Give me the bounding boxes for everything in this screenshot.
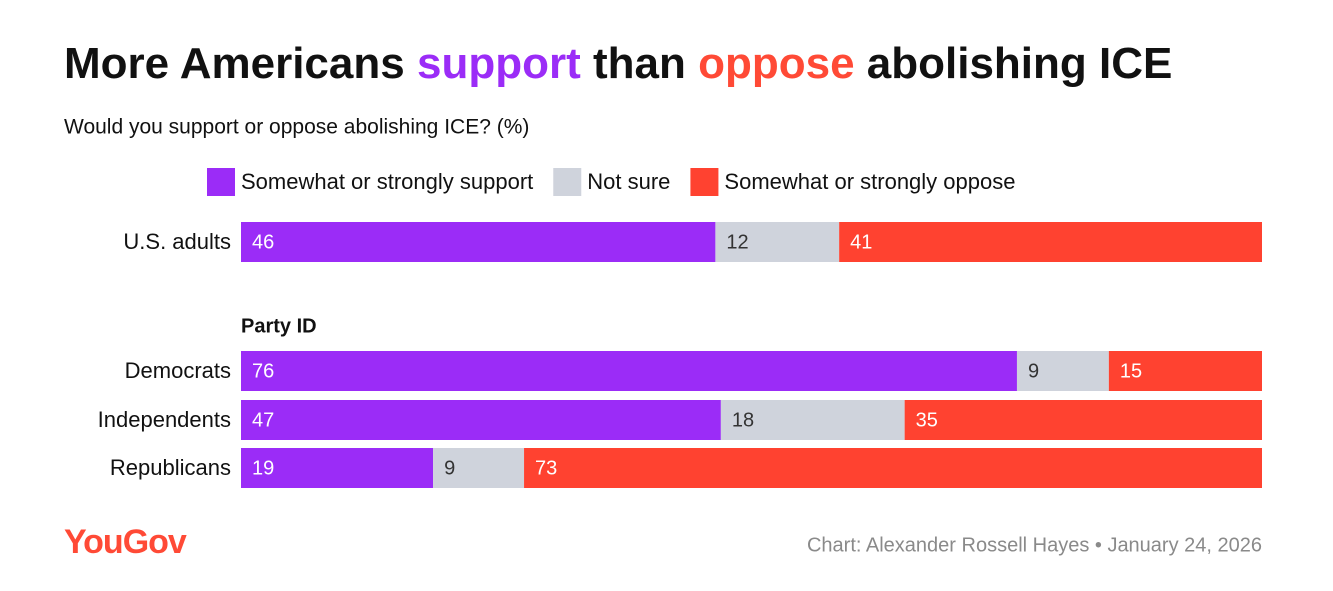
bar-segment: [715, 222, 840, 262]
category-label: Republicans: [110, 455, 231, 480]
legend-label: Not sure: [587, 169, 670, 194]
bar-segment: [433, 448, 525, 488]
category-label: Democrats: [125, 358, 231, 383]
value-label: 41: [850, 231, 872, 253]
group-label: Party ID: [241, 315, 317, 337]
value-label: 47: [252, 409, 274, 431]
value-label: 9: [444, 457, 455, 479]
value-label: 12: [726, 231, 748, 253]
bar-segment: [241, 222, 716, 262]
legend-swatch: [690, 168, 719, 196]
logo: YouGov: [64, 523, 187, 561]
bar-segment: [524, 448, 1262, 488]
bar-segment: [904, 400, 1262, 440]
title-part: More Americans: [64, 39, 405, 88]
bar-segment: [839, 222, 1262, 262]
value-label: 9: [1028, 360, 1039, 382]
legend-swatch: [207, 168, 235, 196]
credit: Chart: Alexander Rossell Hayes • January…: [807, 534, 1262, 556]
value-label: 15: [1120, 360, 1142, 382]
title-part: abolishing ICE: [867, 39, 1173, 88]
title-part: support: [417, 39, 581, 88]
bar-segment: [241, 400, 721, 440]
title-part: oppose: [698, 39, 854, 88]
bar-segment: [241, 351, 1017, 391]
legend-label: Somewhat or strongly support: [241, 169, 533, 194]
subtitle: Would you support or oppose abolishing I…: [64, 116, 529, 139]
legend-label: Somewhat or strongly oppose: [724, 169, 1015, 194]
category-label: U.S. adults: [123, 229, 231, 254]
value-label: 19: [252, 457, 274, 479]
value-label: 73: [535, 457, 557, 479]
bar-segment: [1016, 351, 1109, 391]
bar-segment: [1108, 351, 1262, 391]
bar-segment: [241, 448, 434, 488]
value-label: 18: [732, 409, 754, 431]
value-label: 46: [252, 231, 274, 253]
title-part: than: [593, 39, 686, 88]
value-label: 76: [252, 360, 274, 382]
bar-segment: [720, 400, 905, 440]
category-label: Independents: [98, 407, 231, 432]
value-label: 35: [916, 409, 938, 431]
chart-title: More Americans support than oppose aboli…: [64, 39, 1172, 88]
legend-swatch: [553, 168, 582, 196]
